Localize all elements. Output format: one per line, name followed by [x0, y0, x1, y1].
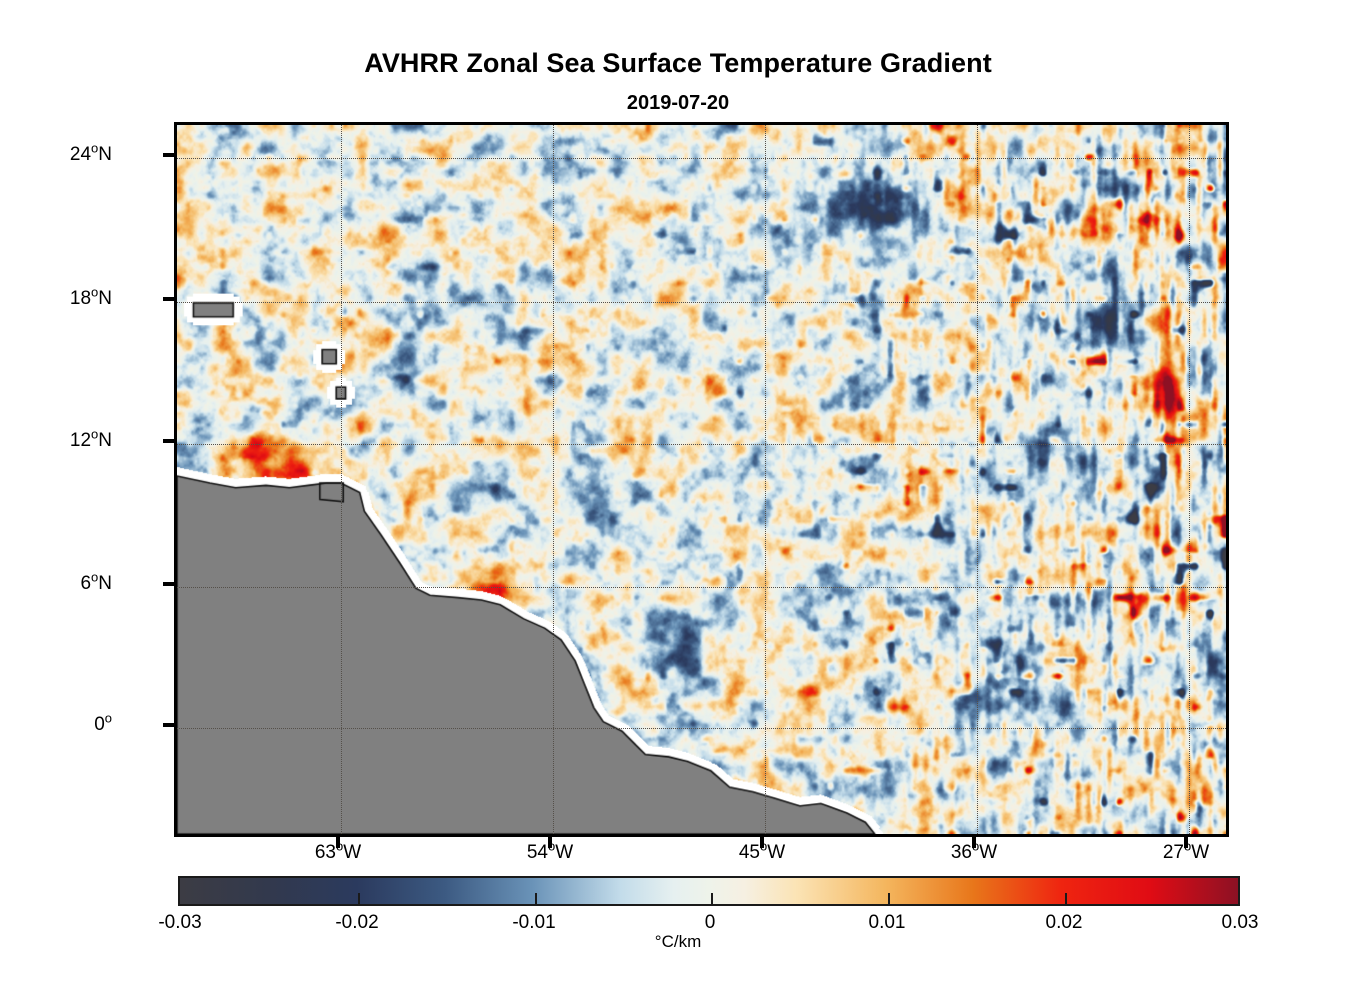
colorbar-gradient: [180, 878, 1238, 904]
colorbar-tick-mark-2: [535, 893, 537, 904]
y-tick-mark-3: [163, 582, 174, 586]
colorbar-tick-label-4: 0.01: [868, 912, 906, 933]
colorbar-tick-mark-3: [711, 893, 713, 904]
colorbar-tick-mark-1: [358, 893, 360, 904]
y-tick-mark-1: [163, 297, 174, 301]
x-tick-mark-4: [1184, 837, 1188, 848]
x-tick-mark-1: [548, 837, 552, 848]
colorbar-tick-mark-4: [888, 893, 890, 904]
x-tick-mark-3: [972, 837, 976, 848]
colorbar: [178, 876, 1240, 906]
x-tick-mark-2: [760, 837, 764, 848]
colorbar-tick-label-3: 0: [704, 912, 716, 933]
x-tick-label-0: 63oW: [314, 840, 362, 863]
y-tick-label-1: 18oN: [69, 284, 112, 309]
sst-gradient-heatmap: [177, 125, 1226, 834]
colorbar-tick-mark-5: [1065, 893, 1067, 904]
figure-subtitle: 2019-07-20: [626, 92, 730, 114]
colorbar-tick-label-0: -0.03: [158, 912, 202, 933]
y-tick-label-0: 24oN: [69, 140, 112, 165]
y-tick-mark-4: [163, 723, 174, 727]
y-tick-label-2: 12oN: [69, 426, 112, 451]
y-tick-mark-0: [163, 153, 174, 157]
y-tick-mark-2: [163, 439, 174, 443]
page-title: AVHRR Zonal Sea Surface Temperature Grad…: [364, 48, 992, 78]
y-tick-label-3: 6oN: [80, 569, 112, 594]
colorbar-tick-label-6: 0.03: [1221, 912, 1259, 933]
colorbar-tick-label-1: -0.02: [335, 912, 379, 933]
map-axes: [174, 122, 1229, 837]
x-tick-mark-0: [336, 837, 340, 848]
colorbar-tick-label-2: -0.01: [512, 912, 556, 933]
colorbar-units-label: °C/km: [654, 932, 702, 951]
y-tick-label-4: 0o: [94, 710, 112, 735]
colorbar-tick-label-5: 0.02: [1045, 912, 1083, 933]
